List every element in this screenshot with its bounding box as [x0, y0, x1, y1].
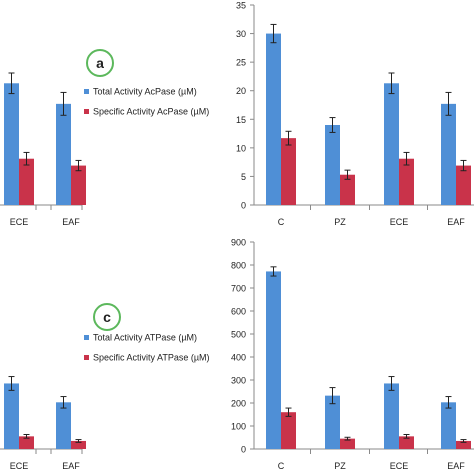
y-tick-label: 35 [236, 1, 246, 11]
bar-specific-eaf [71, 440, 86, 449]
bar-total-ece [384, 383, 399, 449]
chart-panel-bottom-left: ECE EAF c Total Activity ATPase (µM) Specifi… [0, 303, 210, 471]
x-tick-label: C [278, 461, 285, 471]
x-tick-label: ECE [10, 217, 29, 227]
y-tick-label: 900 [231, 238, 246, 248]
y-tick-label: 200 [231, 399, 246, 409]
bar-specific-c [281, 412, 296, 449]
bar-specific-ece [19, 436, 34, 449]
y-tick-label: 0 [241, 201, 246, 211]
x-tick-label: PZ [334, 217, 346, 227]
bar-total-eaf [441, 103, 456, 205]
legend-label: Total Activity AcPase (µM) [93, 87, 197, 97]
bar-specific-ece [399, 436, 414, 449]
bar-specific-eaf [456, 165, 471, 205]
y-tick-label: 10 [236, 143, 246, 153]
y-tick-label: 300 [231, 376, 246, 386]
y-tick-label: 30 [236, 29, 246, 39]
y-tick-label: 20 [236, 86, 246, 96]
bar-specific-ece [19, 158, 34, 205]
panel-badge-circle [86, 49, 114, 77]
x-tick-label: ECE [390, 217, 409, 227]
x-tick-label: EAF [62, 461, 80, 471]
legend-swatch [84, 335, 89, 340]
y-tick-label: 5 [241, 172, 246, 182]
y-tick-label: 0 [241, 445, 246, 455]
legend-label: Specific Activity ATPase (µM) [93, 353, 210, 363]
bar-total-c [266, 271, 281, 449]
panel-badge-circle [93, 303, 121, 331]
y-tick-label: 600 [231, 307, 246, 317]
bar-total-eaf [441, 402, 456, 449]
y-tick-label: 500 [231, 330, 246, 340]
bar-specific-pz [340, 174, 355, 205]
bar-specific-eaf [456, 440, 471, 449]
x-tick-label: C [278, 217, 285, 227]
panel-badge-label: a [96, 55, 104, 71]
y-tick-label: 400 [231, 353, 246, 363]
bar-specific-pz [340, 438, 355, 449]
bar-specific-c [281, 138, 296, 205]
x-tick-label: PZ [334, 461, 346, 471]
bar-total-ece [384, 83, 399, 205]
legend-swatch [84, 89, 89, 94]
bar-specific-eaf [71, 165, 86, 205]
chart-panel-top-left: ECE EAF a Total Activity AcPase (µM) Specifi… [0, 49, 209, 227]
bar-total-ece [4, 83, 19, 205]
x-tick-label: EAF [447, 217, 465, 227]
bar-total-eaf [56, 103, 71, 205]
y-tick-label: 800 [231, 261, 246, 271]
chart-panel-top-right: 0 5 10 15 20 25 30 35 C PZ ECE EAF [236, 1, 474, 227]
x-tick-label: EAF [447, 461, 465, 471]
x-tick-label: EAF [62, 217, 80, 227]
bar-total-c [266, 33, 281, 206]
legend-swatch [84, 355, 89, 360]
bar-total-ece [4, 383, 19, 449]
bar-total-pz [325, 125, 340, 205]
x-tick-label: ECE [390, 461, 409, 471]
y-tick-label: 700 [231, 284, 246, 294]
y-tick-label: 25 [236, 58, 246, 68]
y-tick-label: 100 [231, 422, 246, 432]
bar-total-pz [325, 395, 340, 449]
legend-label: Specific Activity AcPase (µM) [93, 107, 209, 117]
panel-badge-label: c [103, 309, 111, 325]
x-tick-label: ECE [10, 461, 29, 471]
chart-panel-bottom-right: 0 100 200 300 400 500 600 700 800 900 C PZ ECE EAF [231, 238, 474, 471]
legend-label: Total Activity ATPase (µM) [93, 333, 197, 343]
legend-swatch [84, 109, 89, 114]
bar-total-eaf [56, 402, 71, 449]
y-tick-label: 15 [236, 115, 246, 125]
bar-specific-ece [399, 158, 414, 205]
